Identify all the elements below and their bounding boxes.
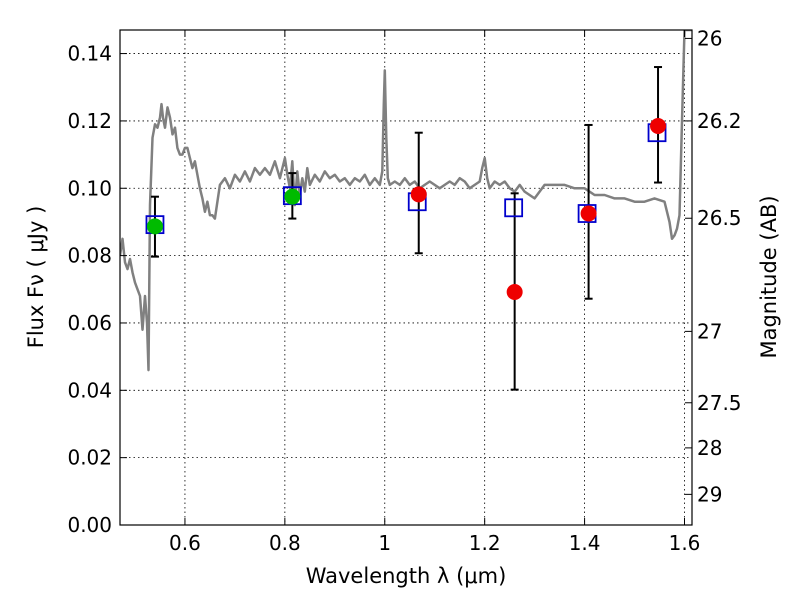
x-tick-label: 0.6 bbox=[169, 531, 201, 555]
y-tick-label: 0.14 bbox=[67, 42, 112, 66]
observed-flux-point bbox=[410, 186, 427, 203]
y-tick-label: 0.00 bbox=[67, 513, 112, 537]
sed-model-line bbox=[120, 30, 692, 372]
y2-tick-label: 27 bbox=[697, 319, 722, 343]
y2-tick-label: 26 bbox=[697, 26, 722, 50]
y2-axis-label: Magnitude (AB) bbox=[757, 195, 781, 358]
grid-lines bbox=[120, 30, 692, 525]
observed-flux-point bbox=[146, 218, 163, 235]
x-tick-label: 1.6 bbox=[669, 531, 701, 555]
y2-tick-label: 27.5 bbox=[697, 391, 742, 415]
y-tick-labels: 0.00 0.02 0.04 0.06 0.08 0.10 0.12 0.14 bbox=[67, 42, 112, 537]
y2-tick-label: 28 bbox=[697, 436, 722, 460]
y-tick-label: 0.06 bbox=[67, 311, 112, 335]
model-flux-square bbox=[504, 198, 524, 218]
markers-layer bbox=[145, 66, 667, 391]
x-tick-labels: 0.6 0.8 1 1.2 1.4 1.6 bbox=[169, 531, 700, 555]
x-tick-label: 1 bbox=[378, 531, 391, 555]
observed-flux-point bbox=[284, 188, 301, 205]
observed-flux-point bbox=[506, 283, 523, 300]
x-tick-label: 1.2 bbox=[469, 531, 501, 555]
y2-tick-label: 29 bbox=[697, 482, 722, 506]
y2-tick-label: 26.2 bbox=[697, 109, 742, 133]
y2-tick-label: 26.5 bbox=[697, 206, 742, 230]
y-tick-label: 0.04 bbox=[67, 378, 112, 402]
x-tick-label: 0.8 bbox=[269, 531, 301, 555]
observed-flux-point bbox=[580, 205, 597, 222]
plot-background bbox=[120, 30, 692, 525]
y-tick-label: 0.10 bbox=[67, 176, 112, 200]
x-tick-label: 1.4 bbox=[569, 531, 601, 555]
x-axis-label: Wavelength λ (μm) bbox=[306, 564, 507, 588]
y-tick-label: 0.12 bbox=[67, 109, 112, 133]
plot-area bbox=[120, 30, 692, 372]
observed-flux-point bbox=[650, 117, 667, 134]
y2-tick-labels: 26 26.2 26.5 27 27.5 28 29 bbox=[697, 26, 742, 506]
y-axis-label: Flux Fν ( μJy ) bbox=[24, 206, 48, 349]
plot-frame bbox=[119, 29, 693, 526]
ticks-layer bbox=[120, 30, 692, 526]
y-tick-label: 0.08 bbox=[67, 244, 112, 268]
y-tick-label: 0.02 bbox=[67, 446, 112, 470]
